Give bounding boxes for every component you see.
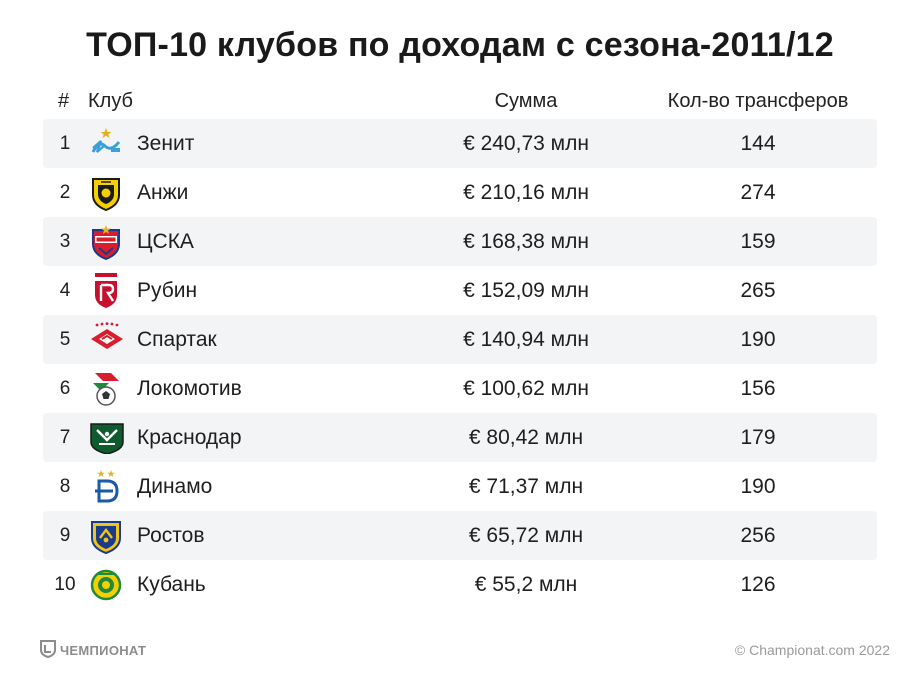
table-row: 8 Динамо € 71,37 млн 190	[43, 462, 877, 511]
club-sum: € 71,37 млн	[468, 475, 584, 498]
club-transfers: 265	[740, 279, 776, 302]
club-sum: € 80,42 млн	[468, 426, 584, 449]
copyright: © Championat.com 2022	[734, 642, 890, 658]
row-number: 8	[59, 476, 71, 497]
table-row: 3 ЦСКА € 168,38 млн 159	[43, 217, 877, 266]
club-name: Рубин	[137, 279, 198, 302]
club-sum: € 100,62 млн	[463, 377, 589, 400]
club-name: Анжи	[137, 181, 189, 204]
rostov-logo-icon	[89, 511, 123, 560]
row-number: 1	[59, 133, 71, 154]
club-sum: € 140,94 млн	[463, 328, 589, 351]
spartak-logo-icon	[89, 315, 123, 364]
table-row: 10 Кубань € 55,2 млн 126	[43, 560, 877, 609]
page-title: ТОП-10 клубов по доходам с сезона-2011/1…	[86, 26, 834, 64]
column-header-number: #	[58, 90, 70, 112]
row-number: 3	[59, 231, 71, 252]
club-name: Динамо	[137, 475, 213, 498]
club-transfers: 179	[740, 426, 776, 449]
rubin-logo-icon	[89, 266, 123, 315]
table-row: 1 Зенит € 240,73 млн 144	[43, 119, 877, 168]
club-name: ЦСКА	[137, 230, 194, 253]
club-transfers: 274	[740, 181, 776, 204]
krasnodar-logo-icon	[89, 413, 124, 462]
club-sum: € 168,38 млн	[463, 230, 589, 253]
table-row: 9 Ростов € 65,72 млн 256	[43, 511, 877, 560]
club-name: Ростов	[137, 524, 205, 547]
row-number: 9	[59, 525, 71, 546]
club-name: Локомотив	[137, 377, 242, 400]
club-transfers: 159	[740, 230, 776, 253]
kuban-logo-icon	[89, 560, 123, 609]
row-number: 4	[59, 280, 71, 301]
anzhi-logo-icon	[89, 168, 123, 217]
club-name: Кубань	[137, 573, 206, 596]
club-transfers: 144	[740, 132, 776, 155]
club-sum: € 240,73 млн	[463, 132, 589, 155]
column-header-sum: Сумма	[494, 90, 558, 112]
club-sum: € 152,09 млн	[463, 279, 589, 302]
row-number: 7	[59, 427, 71, 448]
cska-logo-icon	[89, 217, 123, 266]
club-transfers: 190	[740, 475, 776, 498]
brand-logo: ЧЕМПИОНАТ	[40, 639, 147, 661]
row-number: 6	[59, 378, 71, 399]
column-header-club: Клуб	[88, 90, 133, 112]
table-row: 6 Локомотив € 100,62 млн 156	[43, 364, 877, 413]
club-sum: € 55,2 млн	[474, 573, 578, 596]
table-row: 2 Анжи € 210,16 млн 274	[43, 168, 877, 217]
club-transfers: 156	[740, 377, 776, 400]
table-row: 5 Спартак € 140,94 млн 190	[43, 315, 877, 364]
club-sum: € 210,16 млн	[463, 181, 589, 204]
table-header: # Клуб Сумма Кол-во трансферов	[0, 90, 920, 116]
row-number: 5	[59, 329, 71, 350]
table-row: 7 Краснодар € 80,42 млн 179	[43, 413, 877, 462]
club-transfers: 126	[740, 573, 776, 596]
zenit-logo-icon	[89, 119, 123, 168]
brand-name: ЧЕМПИОНАТ	[60, 642, 147, 658]
table-row: 4 Рубин € 152,09 млн 265	[43, 266, 877, 315]
lokomotiv-logo-icon	[89, 364, 123, 413]
club-name: Спартак	[137, 328, 217, 351]
shield-icon	[40, 639, 56, 661]
club-transfers: 190	[740, 328, 776, 351]
column-header-transfers: Кол-во трансферов	[667, 90, 849, 112]
row-number: 10	[54, 574, 76, 595]
row-number: 2	[59, 182, 71, 203]
club-transfers: 256	[740, 524, 776, 547]
club-sum: € 65,72 млн	[468, 524, 584, 547]
club-name: Краснодар	[137, 426, 242, 449]
dinamo-logo-icon	[89, 462, 123, 511]
club-name: Зенит	[137, 132, 195, 155]
